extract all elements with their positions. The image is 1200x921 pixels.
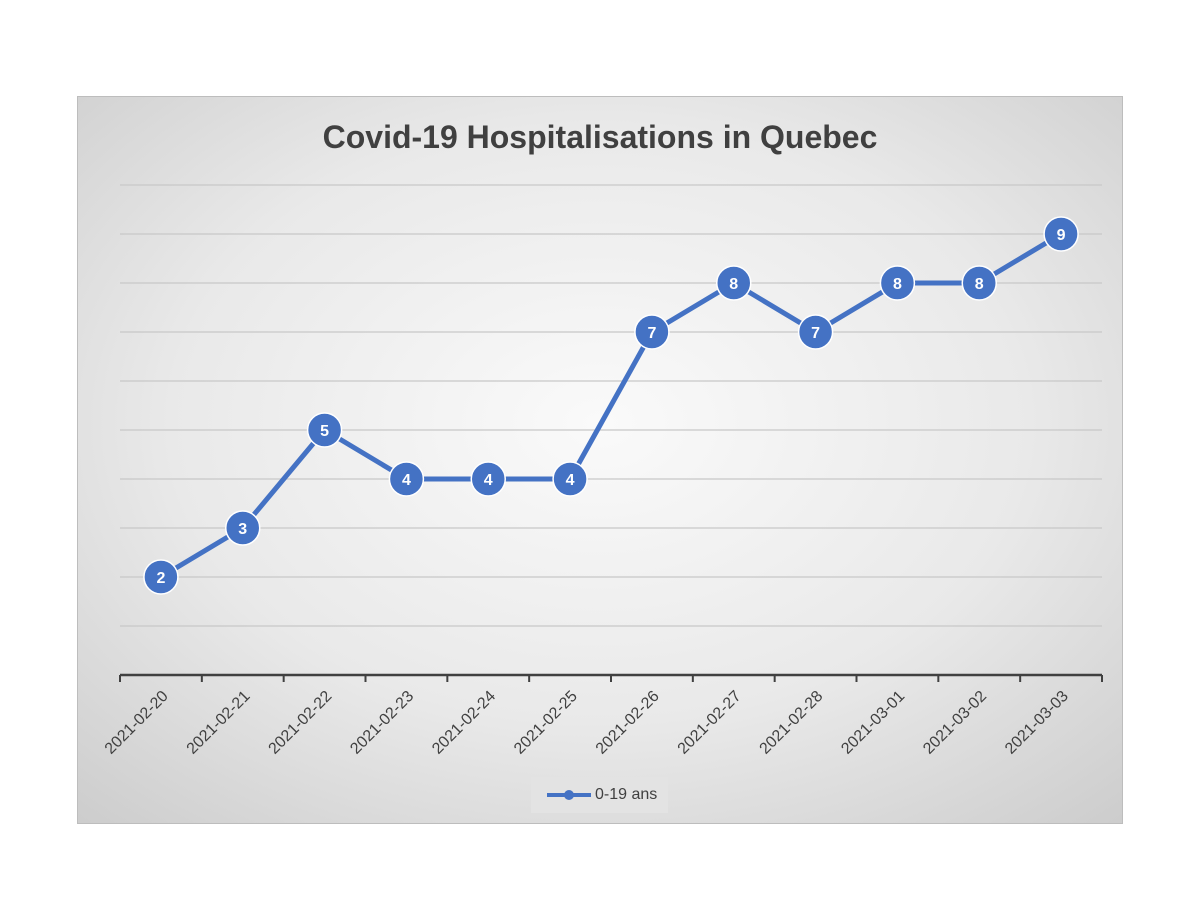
data-label: 8	[729, 276, 738, 293]
x-tick-label: 2021-02-20	[102, 688, 172, 758]
data-point	[552, 461, 588, 497]
data-point	[716, 265, 752, 301]
line-chart: 2021-02-20 2021-02-21 2021-02-22 2021-02-23…	[102, 184, 1103, 758]
data-label: 7	[647, 325, 656, 342]
x-tick-label: 2021-03-03	[1002, 688, 1072, 758]
chart-area: Covid-19 Hospitalisations in Quebec 2021…	[77, 96, 1123, 824]
data-point	[470, 461, 506, 497]
data-point	[143, 559, 179, 595]
data-point	[879, 265, 916, 301]
data-label: 3	[238, 521, 247, 538]
data-label: 8	[893, 276, 902, 293]
x-tick-label: 2021-02-27	[675, 688, 745, 758]
x-tick-label: 2021-02-23	[347, 688, 417, 758]
x-tick-label: 2021-02-22	[266, 688, 336, 758]
data-point	[388, 461, 425, 497]
data-label: 5	[320, 423, 329, 440]
chart-title: Covid-19 Hospitalisations in Quebec	[322, 119, 878, 155]
x-tick-label: 2021-02-28	[757, 688, 827, 758]
data-label: 4	[402, 472, 411, 489]
data-label: 8	[975, 276, 984, 293]
legend: 0-19 ans	[531, 777, 668, 813]
x-tick-label: 2021-02-24	[429, 688, 499, 758]
legend-series-marker	[547, 790, 591, 800]
x-tick-label: 2021-02-25	[511, 688, 581, 758]
x-tick-label: 2021-02-21	[184, 688, 254, 758]
legend-label: 0-19 ans	[595, 786, 658, 803]
data-point	[306, 412, 343, 448]
data-label: 7	[811, 325, 820, 342]
data-point	[961, 265, 997, 301]
series-line	[159, 231, 1063, 580]
x-tick-label: 2021-02-26	[593, 688, 663, 758]
data-point	[634, 314, 670, 350]
x-tick-label: 2021-03-02	[920, 688, 990, 758]
data-label: 4	[484, 472, 493, 489]
data-point	[1043, 216, 1079, 252]
x-tick-label: 2021-03-01	[838, 688, 908, 758]
data-label: 4	[566, 472, 575, 489]
data-label: 2	[156, 570, 165, 587]
data-label: 9	[1057, 227, 1066, 244]
data-point	[797, 314, 834, 350]
data-point	[225, 510, 261, 546]
